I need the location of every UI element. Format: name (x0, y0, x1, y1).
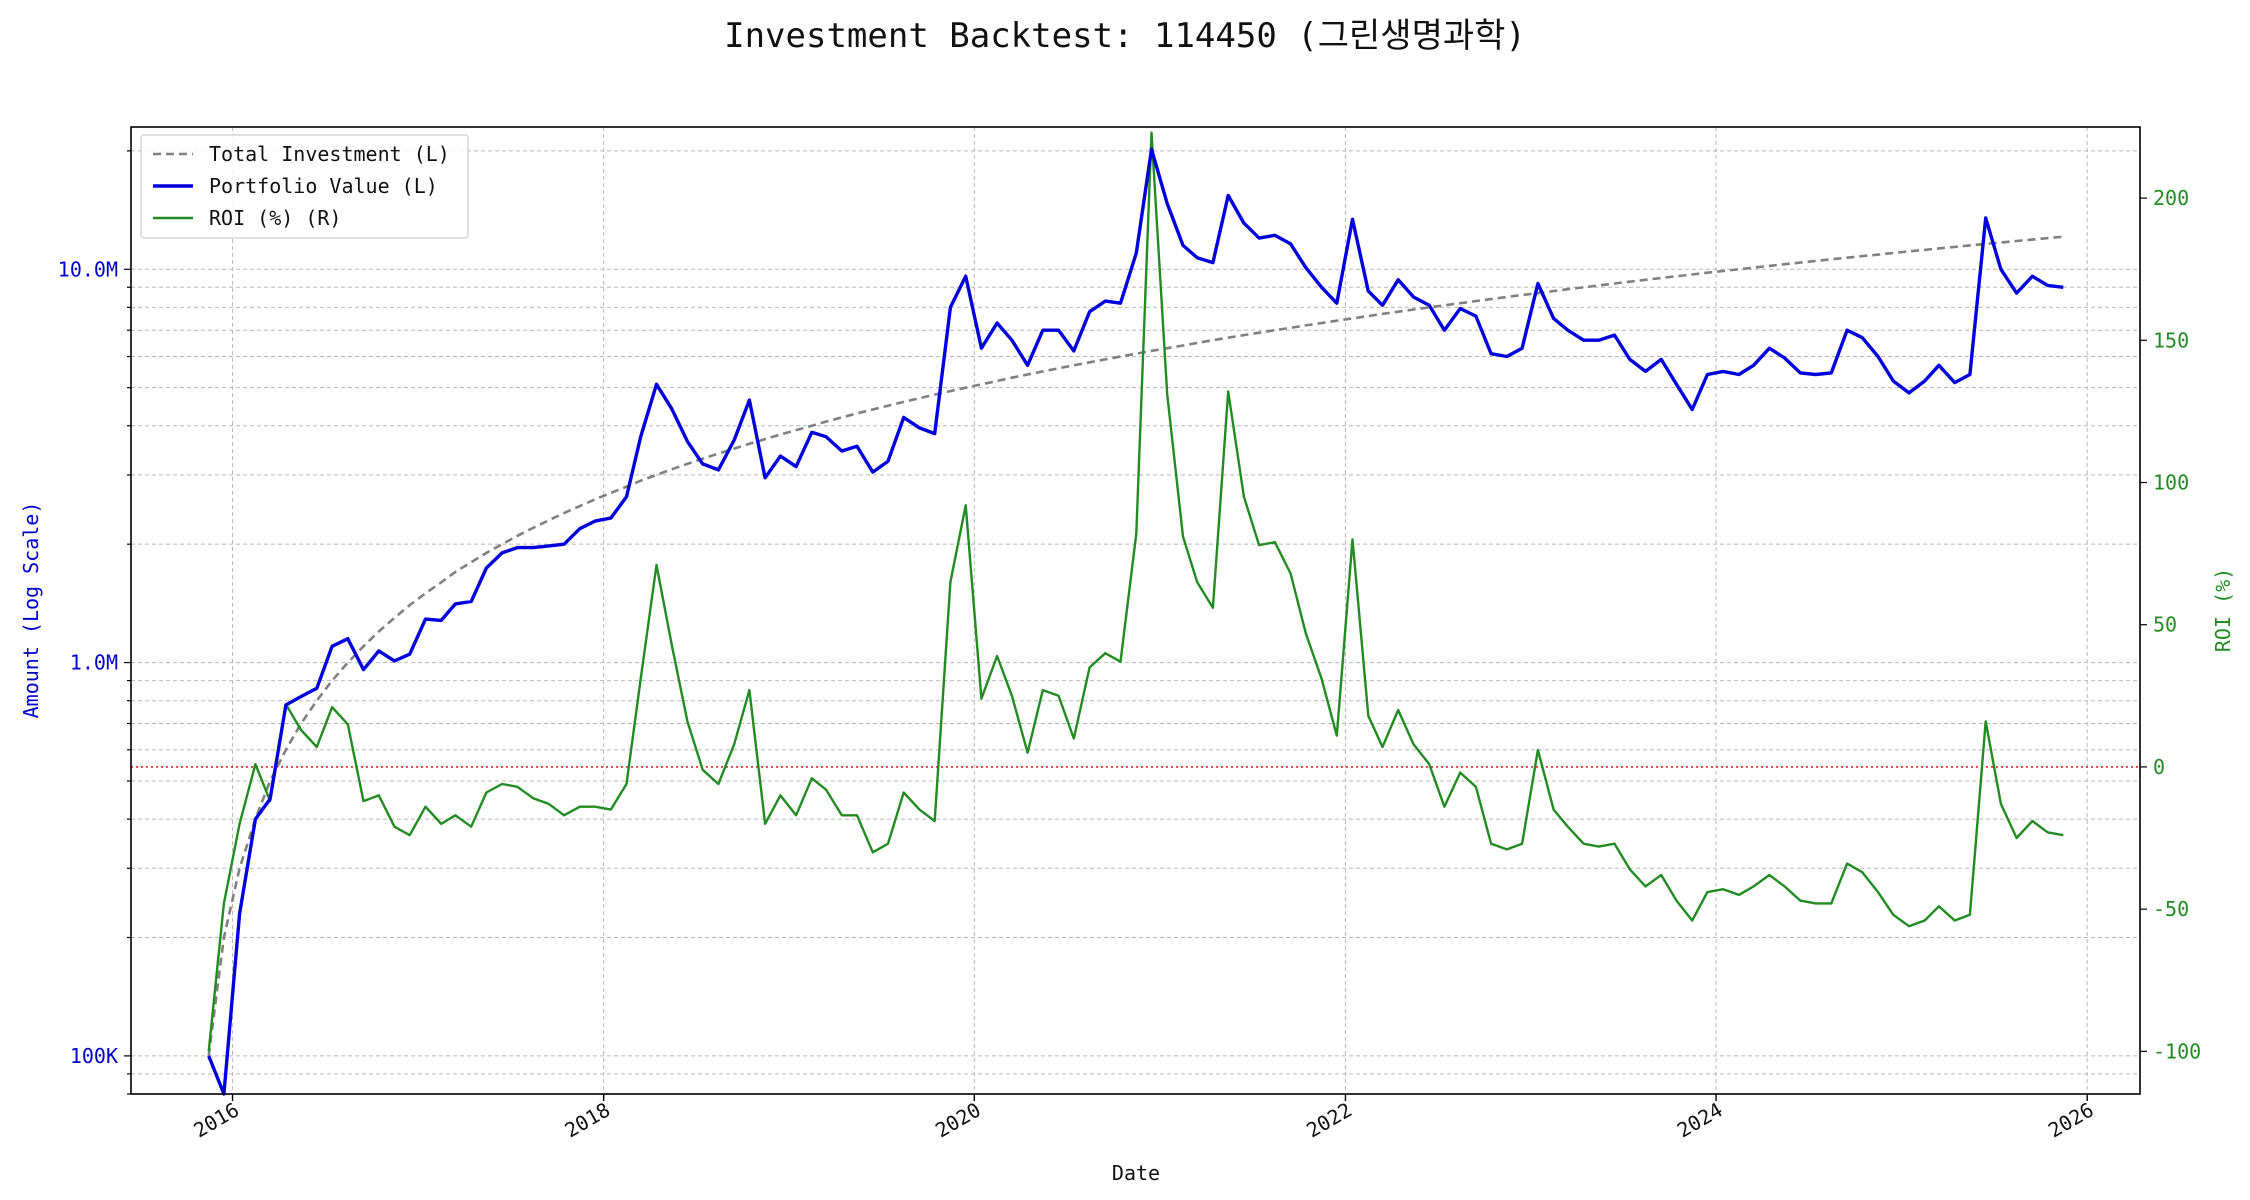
legend-box (140, 134, 469, 239)
y-right-tick-label--100: -100 (2153, 1039, 2201, 1063)
x-tick-label-2022: 2022 (1302, 1098, 1356, 1143)
y-right-tick-label--50: -50 (2153, 897, 2189, 921)
legend-label-total-investment: Total Investment (L) (209, 142, 450, 166)
x-tick-label-2020: 2020 (931, 1098, 985, 1143)
series-line-total-investment (207, 235, 2064, 1057)
series-line-roi (207, 131, 2064, 1052)
y-right-tick-label-50: 50 (2153, 613, 2177, 637)
x-tick-label-2018: 2018 (560, 1098, 614, 1143)
y-left-tick-label-100K: 100K (70, 1044, 118, 1068)
y-right-tick-label-100: 100 (2153, 471, 2189, 495)
legend: Total Investment (L) Portfolio Value (L)… (140, 134, 469, 239)
grid (131, 127, 2140, 1095)
y-left-axis-ticks: 100K 1.0M 10.0M (58, 150, 131, 1095)
plot-lines (207, 131, 2064, 1096)
legend-label-portfolio-value: Portfolio Value (L) (209, 174, 438, 198)
plot-frame (130, 126, 2141, 1095)
x-tick-label-2024: 2024 (1673, 1098, 1727, 1143)
x-axis-ticks: 2016 2018 2020 2022 2024 2026 (189, 1094, 2098, 1143)
legend-label-roi: ROI (%) (R) (209, 206, 341, 230)
y-left-tick-label-1.0M: 1.0M (70, 651, 118, 675)
x-tick-label-2026: 2026 (2044, 1098, 2098, 1143)
y-left-tick-label-10.0M: 10.0M (58, 257, 118, 281)
x-tick-label-2016: 2016 (189, 1098, 243, 1143)
y-right-tick-label-200: 200 (2153, 186, 2189, 210)
y-right-tick-label-150: 150 (2153, 328, 2189, 352)
series-line-portfolio-value (207, 147, 2064, 1096)
chart-title: Investment Backtest: 114450 (그린생명과학) (724, 16, 1526, 56)
y-right-tick-label-0: 0 (2153, 755, 2165, 779)
y-right-axis-ticks: -100 -50 0 50 100 150 200 (2140, 186, 2201, 1063)
x-axis-label: Date (1112, 1161, 1160, 1185)
y-left-axis-label: Amount (Log Scale) (19, 502, 43, 719)
y-right-axis-label: ROI (%) (2211, 568, 2235, 652)
